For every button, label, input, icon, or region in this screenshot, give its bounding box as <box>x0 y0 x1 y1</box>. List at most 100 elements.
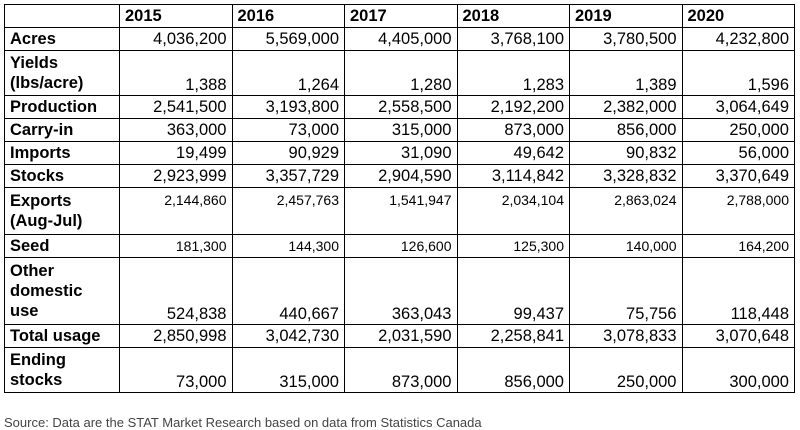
value-cell: 315,000 <box>344 118 458 142</box>
value-cell: 75,756 <box>569 257 683 325</box>
value-cell: 2,850,998 <box>119 324 233 348</box>
value-cell: 250,000 <box>569 347 683 393</box>
value-cell: 250,000 <box>681 118 795 142</box>
value-cell: 440,667 <box>231 257 345 325</box>
value-cell: 90,832 <box>569 141 683 165</box>
value-cell: 1,388 <box>119 50 233 96</box>
row-label-line: Yields <box>10 54 58 72</box>
value-cell: 125,300 <box>456 234 570 258</box>
value-cell: 1,280 <box>344 50 458 96</box>
value-cell: 363,000 <box>119 118 233 142</box>
year-header: 2019 <box>569 4 683 28</box>
value-cell: 4,036,200 <box>119 27 233 51</box>
row-label: Stocks <box>4 164 120 188</box>
row-label-line: Ending <box>10 351 66 369</box>
row-label: Production <box>4 95 120 119</box>
year-header: 2015 <box>119 4 233 28</box>
table-row: Stocks 2,923,999 3,357,729 2,904,590 3,114,8… <box>4 164 795 188</box>
row-label: Exports (Aug-Jul) <box>4 187 120 235</box>
supply-demand-table: 2015 2016 2017 2018 2019 2020 Acres 4,036… <box>4 4 795 393</box>
value-cell: 164,200 <box>681 234 795 258</box>
value-cell: 3,780,500 <box>569 27 683 51</box>
value-cell: 363,043 <box>344 257 458 325</box>
value-cell: 49,642 <box>456 141 570 165</box>
value-cell: 3,357,729 <box>231 164 345 188</box>
value-cell: 2,904,590 <box>344 164 458 188</box>
table-row: Acres 4,036,200 5,569,000 4,405,000 3,768,10… <box>4 27 795 51</box>
value-cell: 3,042,730 <box>231 324 345 348</box>
table-row: Total usage 2,850,998 3,042,730 2,031,590 2,… <box>4 324 795 348</box>
value-cell: 300,000 <box>681 347 795 393</box>
year-header: 2016 <box>231 4 345 28</box>
value-cell: 1,389 <box>569 50 683 96</box>
value-cell: 73,000 <box>119 347 233 393</box>
value-cell: 90,929 <box>231 141 345 165</box>
value-cell: 19,499 <box>119 141 233 165</box>
year-header: 2020 <box>681 4 795 28</box>
value-cell: 2,788,000 <box>681 187 795 235</box>
row-label-line: use <box>10 302 39 320</box>
value-cell: 1,264 <box>231 50 345 96</box>
value-cell: 1,283 <box>456 50 570 96</box>
year-header: 2018 <box>456 4 570 28</box>
row-label: Yields (lbs/acre) <box>4 50 120 96</box>
value-cell: 3,064,649 <box>681 95 795 119</box>
value-cell: 4,232,800 <box>681 27 795 51</box>
value-cell: 4,405,000 <box>344 27 458 51</box>
corner-cell <box>4 4 120 28</box>
table-row: Production 2,541,500 3,193,800 2,558,500 2,1… <box>4 95 795 119</box>
value-cell: 315,000 <box>231 347 345 393</box>
value-cell: 3,070,648 <box>681 324 795 348</box>
table-row: Imports 19,499 90,929 31,090 49,642 90,832 56,… <box>4 141 795 165</box>
table-row: Other domestic use 524,838 440,667 363,043 99,… <box>4 257 795 325</box>
table-row: Ending stocks 73,000 315,000 873,000 856,000 2… <box>4 347 795 393</box>
row-label: Carry-in <box>4 118 120 142</box>
value-cell: 99,437 <box>456 257 570 325</box>
header-row: 2015 2016 2017 2018 2019 2020 <box>4 4 795 28</box>
value-cell: 856,000 <box>569 118 683 142</box>
row-label-line: (Aug-Jul) <box>10 212 83 230</box>
value-cell: 126,600 <box>344 234 458 258</box>
row-label-line: Carry-in <box>10 121 74 139</box>
row-label-line: domestic <box>10 282 83 300</box>
value-cell: 3,193,800 <box>231 95 345 119</box>
row-label-line: Other <box>10 262 55 280</box>
value-cell: 2,144,860 <box>119 187 233 235</box>
value-cell: 3,114,842 <box>456 164 570 188</box>
value-cell: 1,596 <box>681 50 795 96</box>
row-label: Other domestic use <box>4 257 120 325</box>
data-table-container: 2015 2016 2017 2018 2019 2020 Acres 4,036… <box>4 4 795 393</box>
row-label-line: Seed <box>10 237 50 255</box>
value-cell: 873,000 <box>344 347 458 393</box>
value-cell: 1,541,947 <box>344 187 458 235</box>
value-cell: 524,838 <box>119 257 233 325</box>
row-label: Seed <box>4 234 120 258</box>
row-label-line: Imports <box>10 144 71 162</box>
value-cell: 2,541,500 <box>119 95 233 119</box>
year-header: 2017 <box>344 4 458 28</box>
value-cell: 5,569,000 <box>231 27 345 51</box>
value-cell: 3,078,833 <box>569 324 683 348</box>
value-cell: 140,000 <box>569 234 683 258</box>
value-cell: 2,258,841 <box>456 324 570 348</box>
value-cell: 2,382,000 <box>569 95 683 119</box>
value-cell: 2,923,999 <box>119 164 233 188</box>
table-row: Exports (Aug-Jul) 2,144,860 2,457,763 1,541,… <box>4 187 795 235</box>
value-cell: 2,192,200 <box>456 95 570 119</box>
row-label: Total usage <box>4 324 120 348</box>
source-footnote: Source: Data are the STAT Market Researc… <box>4 415 482 430</box>
row-label: Ending stocks <box>4 347 120 393</box>
value-cell: 144,300 <box>231 234 345 258</box>
value-cell: 56,000 <box>681 141 795 165</box>
row-label-line: Total usage <box>10 327 101 345</box>
value-cell: 3,328,832 <box>569 164 683 188</box>
value-cell: 856,000 <box>456 347 570 393</box>
row-label: Imports <box>4 141 120 165</box>
value-cell: 2,034,104 <box>456 187 570 235</box>
value-cell: 118,448 <box>681 257 795 325</box>
value-cell: 2,558,500 <box>344 95 458 119</box>
row-label-line: Stocks <box>10 167 65 185</box>
value-cell: 73,000 <box>231 118 345 142</box>
value-cell: 873,000 <box>456 118 570 142</box>
table-row: Seed 181,300 144,300 126,600 125,300 140,000 1… <box>4 234 795 258</box>
